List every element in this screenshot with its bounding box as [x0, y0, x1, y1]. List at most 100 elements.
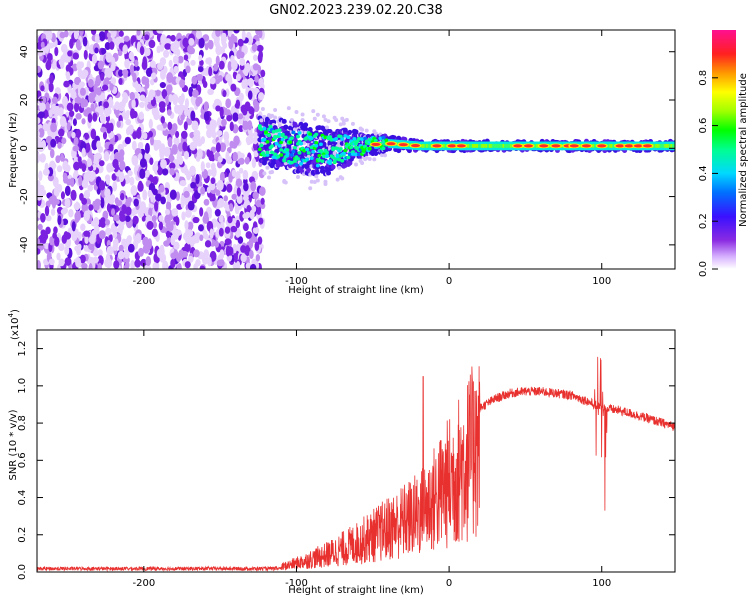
heatmap-cell: [144, 142, 150, 154]
heatmap-cell: [485, 143, 488, 148]
heatmap-cell: [231, 169, 237, 178]
heatmap-cell: [282, 158, 287, 163]
heatmap-cell: [59, 116, 67, 127]
heatmap-cell: [323, 182, 328, 187]
heatmap-cell: [82, 36, 88, 47]
heatmap-cell: [183, 121, 188, 131]
heatmap-cell: [265, 139, 270, 144]
heatmap-cell: [87, 113, 93, 123]
heatmap-cell: [132, 110, 138, 119]
heatmap-cell: [258, 168, 265, 179]
heatmap-cell: [96, 87, 102, 96]
heatmap-cell: [98, 31, 106, 42]
heatmap-cell: [247, 90, 253, 100]
heatmap-cell: [281, 118, 287, 124]
heatmap-cell: [100, 126, 107, 133]
heatmap-cell: [102, 131, 108, 140]
heatmap-cell: [338, 147, 343, 151]
heatmap-cell: [226, 115, 233, 122]
spectrogram-ytick-label: -20: [19, 188, 30, 204]
heatmap-cell: [106, 32, 111, 39]
heatmap-cell: [215, 105, 221, 112]
heatmap-cell: [243, 182, 249, 192]
heatmap-cell: [199, 234, 204, 242]
heatmap-cell: [69, 177, 75, 188]
snr-ylabel: SNR (10 * v/v): [8, 409, 19, 480]
heatmap-cell: [73, 161, 80, 171]
heatmap-cell: [396, 148, 402, 154]
heatmap-cell: [496, 143, 499, 148]
heatmap-cell: [81, 202, 88, 213]
heatmap-cell: [203, 198, 210, 206]
heatmap-cell: [160, 196, 166, 205]
heatmap-cell: [104, 227, 112, 236]
heatmap-cell: [183, 190, 190, 198]
heatmap-cell: [184, 220, 189, 230]
heatmap-cell: [152, 176, 159, 185]
heatmap-cell: [296, 146, 300, 151]
heatmap-cell: [134, 259, 141, 268]
heatmap-cell: [223, 195, 229, 202]
heatmap-cell: [257, 124, 262, 128]
heatmap-cell: [643, 144, 653, 148]
heatmap-cell: [111, 173, 117, 181]
heatmap-cell: [108, 96, 114, 107]
heatmap-cell: [332, 159, 337, 164]
heatmap-cell: [508, 143, 511, 148]
heatmap-cell: [106, 245, 114, 256]
heatmap-cell: [444, 143, 447, 148]
heatmap-cell: [228, 203, 234, 211]
heatmap-cell: [166, 200, 172, 212]
heatmap-cell: [213, 98, 221, 106]
heatmap-cell: [230, 83, 237, 92]
heatmap-cell: [105, 67, 113, 79]
heatmap-cell: [251, 158, 257, 169]
heatmap-cell: [262, 126, 267, 131]
heatmap-cell: [248, 238, 254, 249]
heatmap-cell: [133, 198, 139, 207]
heatmap-cell: [331, 155, 336, 160]
heatmap-cell: [190, 59, 196, 66]
heatmap-cell: [235, 73, 241, 82]
heatmap-cell: [83, 49, 88, 60]
snr-ytick-label: 0.6: [17, 452, 28, 468]
spectrogram-heatmap: [37, 30, 675, 269]
heatmap-cell: [323, 135, 328, 139]
heatmap-cell: [235, 178, 243, 188]
heatmap-cell: [191, 120, 199, 131]
heatmap-cell: [273, 108, 278, 113]
heatmap-cell: [144, 77, 150, 86]
heatmap-cell: [100, 72, 105, 81]
heatmap-cell: [510, 143, 513, 148]
heatmap-cell: [73, 137, 79, 146]
heatmap-cell: [318, 142, 323, 147]
heatmap-cell: [105, 52, 113, 63]
heatmap-cell: [195, 174, 200, 185]
heatmap-cell: [259, 186, 266, 197]
heatmap-cell: [230, 33, 236, 44]
heatmap-cell: [218, 227, 224, 237]
heatmap-cell: [296, 157, 300, 161]
heatmap-cell: [51, 96, 58, 105]
heatmap-cell: [242, 169, 249, 180]
heatmap-cell: [88, 204, 94, 211]
heatmap-cell: [213, 36, 219, 47]
heatmap-cell: [100, 115, 107, 124]
heatmap-cell: [664, 143, 667, 148]
heatmap-cell: [347, 160, 353, 166]
heatmap-cell: [277, 128, 282, 132]
heatmap-cell: [94, 33, 100, 44]
heatmap-cell: [90, 128, 97, 140]
heatmap-cell: [144, 169, 150, 178]
heatmap-cell: [196, 138, 203, 147]
heatmap-cell: [118, 77, 123, 85]
heatmap-cell: [88, 92, 95, 104]
heatmap-cell: [169, 167, 175, 176]
heatmap-cell: [74, 102, 80, 113]
heatmap-cell: [383, 153, 387, 158]
heatmap-cell: [118, 244, 124, 253]
heatmap-cell: [197, 66, 204, 73]
heatmap-cell: [665, 143, 668, 148]
heatmap-cell: [317, 158, 322, 162]
heatmap-cell: [169, 189, 177, 200]
